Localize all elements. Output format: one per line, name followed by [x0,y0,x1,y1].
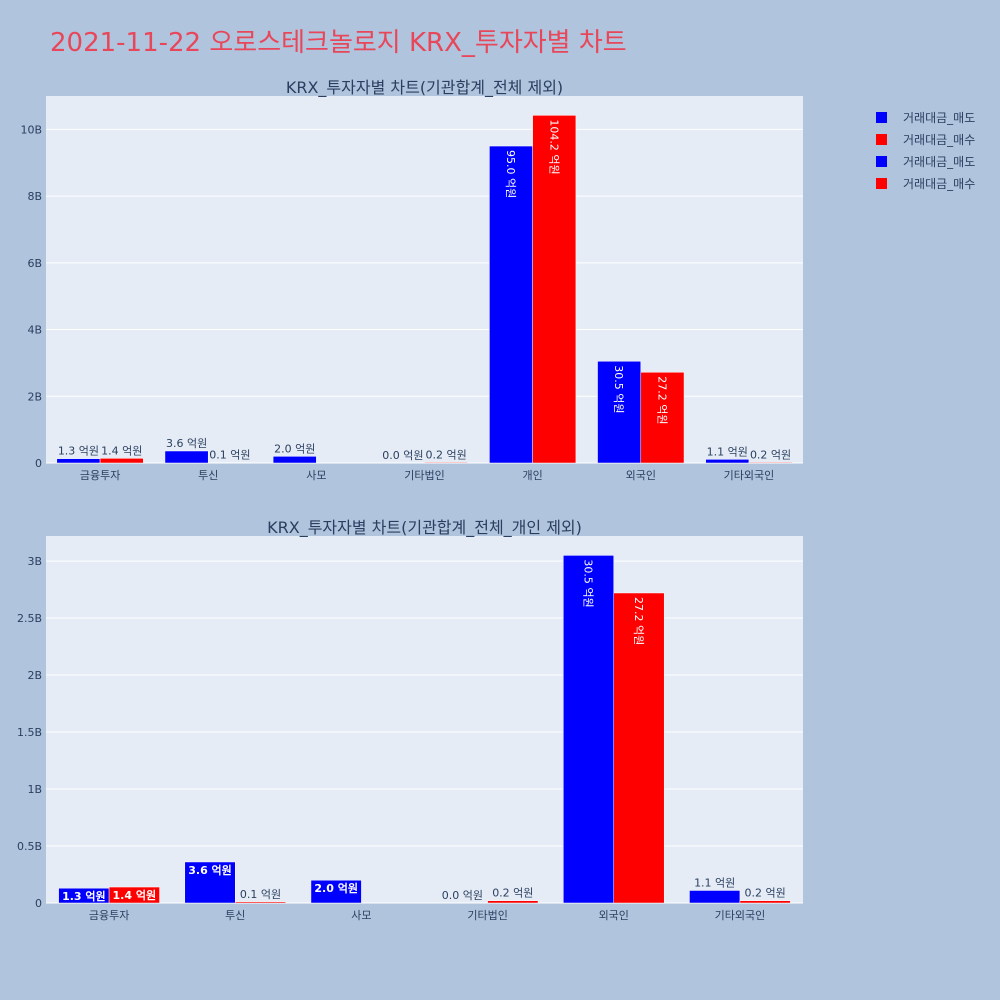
y-tick-label: 1.5B [17,726,42,739]
x-tick-label: 투신 [225,909,245,922]
data-label: 104.2 억원 [547,119,560,174]
x-tick-label: 외국인 [599,909,629,922]
bar [705,459,750,464]
data-label: 1.1 억원 [694,876,735,889]
x-tick-label: 금융투자 [89,909,129,922]
y-tick-label: 1B [27,783,42,796]
legend-item-sell-2[interactable]: 거래대금_매도 [876,150,975,172]
y-tick-label: 6B [27,257,42,270]
data-label: 1.1 억원 [707,445,748,458]
bar [597,360,642,464]
bar [164,450,209,464]
bar [748,462,793,464]
x-tick-label: 기타법인 [467,909,507,922]
data-label: 3.6 억원 [188,863,232,877]
y-tick-label: 10B [20,123,42,136]
data-label: 0.1 억원 [209,449,250,462]
legend-item-buy-1[interactable]: 거래대금_매수 [876,128,975,150]
legend: 거래대금_매도 거래대금_매수 거래대금_매도 거래대금_매수 [876,106,975,194]
chart-title: KRX_투자자별 차트(기관합계_전체_개인 제외) [267,518,582,538]
legend-swatch [876,177,887,189]
y-tick-label: 3B [27,555,42,568]
data-label: 1.4 억원 [101,444,142,457]
x-tick-label: 기타법인 [404,469,444,482]
data-label: 0.0 억원 [382,449,423,462]
x-tick-label: 기타외국인 [724,469,775,482]
data-label: 30.5 억원 [612,365,625,413]
y-tick-label: 4B [27,324,42,337]
plot-background [46,536,803,903]
data-label: 0.2 억원 [750,448,791,461]
legend-label: 거래대금_매도 [903,154,976,169]
data-label: 0.2 억원 [426,448,467,461]
legend-item-sell-1[interactable]: 거래대금_매도 [876,106,975,128]
bar [689,890,741,904]
bar [108,886,160,904]
x-tick-label: 사모 [306,469,326,482]
x-tick-label: 금융투자 [80,469,120,482]
legend-label: 거래대금_매수 [903,132,976,147]
bar [310,879,362,904]
y-tick-label: 0 [35,897,42,910]
y-tick-label: 0 [35,457,42,470]
data-label: 0.1 억원 [240,888,281,901]
bar [640,372,685,464]
legend-label: 거래대금_매도 [903,110,976,125]
data-label: 0.2 억원 [745,887,786,900]
data-label: 2.0 억원 [274,442,315,455]
bar [532,115,577,464]
bar [424,462,469,464]
y-tick-label: 8B [27,190,42,203]
data-label: 2.0 억원 [314,881,358,895]
bar [99,458,144,464]
bar [487,900,539,904]
data-label: 0.2 억원 [492,887,533,900]
data-label: 27.2 억원 [655,376,668,424]
x-tick-label: 개인 [523,469,543,482]
data-label: 3.6 억원 [166,437,207,450]
data-label: 1.3 억원 [58,445,99,458]
data-label: 27.2 억원 [632,597,645,645]
page-title: 2021-11-22 오로스테크놀로지 KRX_투자자별 차트 [50,28,627,58]
x-tick-label: 사모 [351,909,371,922]
chart-title: KRX_투자자별 차트(기관합계_전체 제외) [286,78,563,98]
data-label: 95.0 억원 [504,150,517,198]
legend-swatch [876,155,887,167]
y-tick-label: 2B [27,669,42,682]
chart-top: 0 2B 4B 6B 8B 10B KRX_투자자별 차트(기관합계_전체 제외) 금융투자 1… [20,78,803,482]
data-label: 1.3 억원 [62,889,106,903]
legend-label: 거래대금_매수 [903,176,976,191]
data-label: 1.4 억원 [113,888,157,902]
bar [235,901,286,904]
bar [184,861,236,904]
bar [489,145,533,464]
y-tick-label: 0.5B [17,840,42,853]
legend-swatch [876,111,887,123]
data-label: 0.0 억원 [442,889,483,902]
data-label: 30.5 억원 [582,559,595,607]
bar [613,592,665,904]
x-tick-label: 투신 [198,469,218,482]
y-tick-label: 2.5B [17,612,42,625]
bar [272,456,317,464]
x-tick-label: 기타외국인 [715,909,766,922]
x-tick-label: 외국인 [626,469,656,482]
bar [739,900,791,904]
legend-swatch [876,133,887,145]
y-tick-label: 2B [27,390,42,403]
legend-item-buy-2[interactable]: 거래대금_매수 [876,172,975,194]
